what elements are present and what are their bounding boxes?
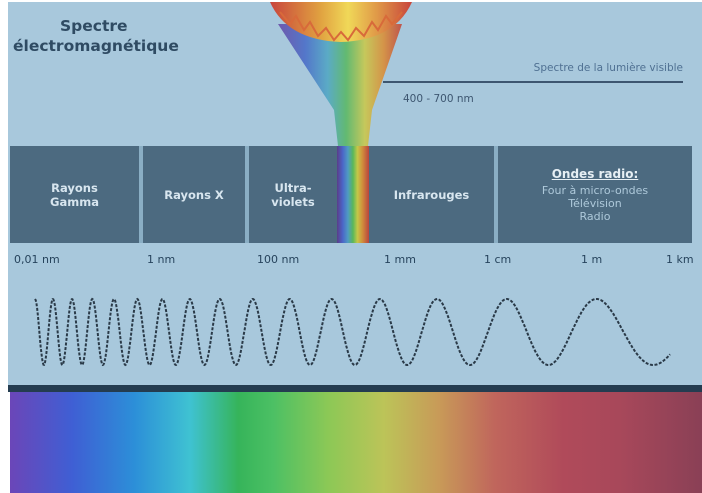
color-spectrum-strip — [10, 392, 702, 493]
band-ultraviolet: Ultra- violets — [249, 146, 337, 243]
scale-label-1m: 1 m — [581, 253, 603, 266]
scale-label-1mm: 1 mm — [384, 253, 416, 266]
sun-arc — [270, 2, 412, 42]
scale-label-1km: 1 km — [666, 253, 694, 266]
band-radio: Ondes radio: Four à micro-ondes Télévisi… — [498, 146, 692, 243]
band-radio-line: Radio — [579, 209, 611, 223]
wave-illustration — [34, 297, 671, 367]
band-ultraviolet-line1: Ultra- — [274, 180, 312, 195]
band-gamma: Rayons Gamma — [10, 146, 139, 243]
band-radio-line: Télévision — [568, 196, 622, 210]
diagram-title-line1: Spectre — [60, 17, 128, 35]
scale-label-1nm: 1 nm — [147, 253, 176, 266]
scale-label-1cm: 1 cm — [484, 253, 512, 266]
visible-spectrum-rule — [383, 81, 683, 83]
visible-spectrum-label: Spectre de la lumière visible — [533, 62, 683, 74]
scale-label-100nm: 100 nm — [257, 253, 300, 266]
band-separator — [245, 146, 249, 243]
band-infrared-label: Infrarouges — [393, 187, 470, 202]
scale-label-0.01nm: 0,01 nm — [14, 253, 60, 266]
band-ultraviolet-line2: violets — [271, 194, 315, 209]
band-infrared: Infrarouges — [369, 146, 494, 243]
band-radio-title: Ondes radio: — [551, 166, 639, 181]
band-gamma-line1: Rayons — [51, 180, 98, 195]
wavelength-wave — [34, 297, 671, 367]
visible-light-beam — [337, 146, 369, 243]
band-radio-line: Four à micro-ondes — [541, 183, 649, 197]
sun-prism-graphic — [270, 2, 412, 146]
band-gamma-line2: Gamma — [50, 194, 99, 209]
band-separator — [494, 146, 498, 243]
band-xray: Rayons X — [143, 146, 245, 243]
diagram-title-line2: électromagnétique — [13, 37, 179, 55]
divider-bar — [8, 385, 702, 392]
light-cone — [278, 24, 402, 146]
sun-rays — [279, 11, 403, 42]
band-xray-label: Rayons X — [164, 187, 224, 202]
visible-spectrum-range: 400 - 700 nm — [403, 93, 474, 105]
band-separator — [139, 146, 143, 243]
